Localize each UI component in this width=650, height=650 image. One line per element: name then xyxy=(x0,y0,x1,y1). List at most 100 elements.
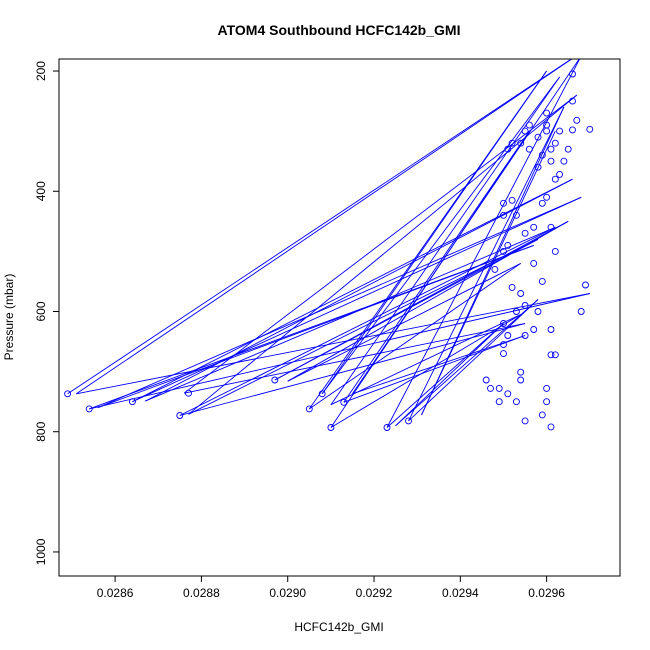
chart-title: ATOM4 Southbound HCFC142b_GMI xyxy=(218,22,461,38)
data-point xyxy=(551,175,559,183)
data-point xyxy=(521,127,529,135)
series-segment xyxy=(76,293,590,395)
series-segment xyxy=(321,76,560,395)
series-segment xyxy=(421,130,556,416)
data-point xyxy=(530,223,538,231)
data-point xyxy=(547,351,555,359)
x-axis-label: HCFC142b_GMI xyxy=(294,620,383,634)
data-point xyxy=(517,376,525,384)
y-tick-label: 200 xyxy=(34,61,48,81)
data-point xyxy=(534,163,542,171)
data-point xyxy=(500,199,507,207)
x-tick-label: 0.0290 xyxy=(269,586,306,600)
x-tick-label: 0.0292 xyxy=(356,586,393,600)
series-segment xyxy=(343,130,530,403)
data-point xyxy=(508,139,516,147)
series-segment xyxy=(352,335,526,395)
series-segment xyxy=(97,244,534,409)
data-point xyxy=(534,133,542,141)
x-tick-label: 0.0296 xyxy=(528,586,565,600)
data-point xyxy=(504,145,512,153)
series-segment xyxy=(386,59,581,428)
series-segment xyxy=(287,220,569,382)
series-segment xyxy=(145,178,573,402)
data-point xyxy=(521,229,529,237)
series-segment xyxy=(330,76,560,405)
series-segment xyxy=(183,94,578,394)
data-point xyxy=(508,196,516,204)
data-point xyxy=(504,241,512,249)
series-segment xyxy=(188,94,578,415)
data-point xyxy=(508,283,516,291)
series-segment xyxy=(408,106,565,422)
data-point xyxy=(271,376,279,384)
series-segment xyxy=(145,226,556,402)
data-point xyxy=(547,326,555,333)
data-point xyxy=(491,265,499,273)
data-point xyxy=(543,384,551,392)
data-point xyxy=(512,211,520,219)
data-point xyxy=(504,390,512,398)
data-point xyxy=(556,170,564,178)
series-segment xyxy=(395,323,504,427)
data-point xyxy=(551,247,559,255)
y-tick-label: 600 xyxy=(34,301,48,321)
data-point xyxy=(577,308,585,315)
y-tick-label: 800 xyxy=(34,421,48,441)
data-point xyxy=(517,290,525,297)
data-point xyxy=(383,424,391,431)
series-segment xyxy=(330,314,521,406)
data-point xyxy=(340,398,348,406)
series-segment xyxy=(352,59,580,395)
y-axis-label: Pressure (mbar) xyxy=(2,274,16,361)
series-segment xyxy=(408,299,539,422)
data-point xyxy=(512,398,520,406)
series-segment xyxy=(179,226,556,416)
data-point xyxy=(543,193,551,201)
data-point xyxy=(521,332,529,339)
data-point xyxy=(547,423,555,431)
data-point xyxy=(482,376,490,384)
x-tick-label: 0.0288 xyxy=(183,586,220,600)
data-point xyxy=(569,97,576,105)
y-tick-label: 1000 xyxy=(34,538,48,565)
x-tick-label: 0.0294 xyxy=(442,586,479,600)
data-point xyxy=(560,157,568,165)
data-point xyxy=(543,109,551,117)
data-point xyxy=(543,127,551,135)
data-point xyxy=(547,145,555,153)
y-axis: 200 400 600 800 1000 xyxy=(34,61,60,565)
data-point xyxy=(538,411,546,419)
data-point xyxy=(530,259,538,267)
series-segment xyxy=(274,220,569,381)
data-point xyxy=(551,351,559,359)
data-point xyxy=(85,405,93,413)
data-point xyxy=(517,139,525,147)
series-segment xyxy=(76,59,573,395)
series-segment xyxy=(330,314,521,428)
series-segment xyxy=(184,323,526,394)
data-point xyxy=(487,384,494,392)
data-point xyxy=(530,326,538,333)
data-point xyxy=(176,412,184,419)
data-point xyxy=(569,70,576,78)
series-segment xyxy=(132,196,582,403)
data-point xyxy=(525,145,533,153)
data-point xyxy=(569,126,576,134)
data-point xyxy=(500,211,507,219)
x-axis: 0.0286 0.0288 0.0290 0.0292 0.0294 0.0296 xyxy=(97,575,565,600)
data-point xyxy=(327,424,335,431)
data-point xyxy=(495,384,503,392)
data-point xyxy=(521,417,529,425)
data-point xyxy=(500,320,507,327)
series-segment xyxy=(188,238,539,415)
data-point xyxy=(582,281,589,289)
data-point xyxy=(551,139,559,147)
data-point xyxy=(538,199,546,207)
data-point xyxy=(534,308,542,315)
data-point xyxy=(525,121,533,129)
data-point xyxy=(547,223,555,231)
data-point xyxy=(405,417,412,425)
data-point xyxy=(185,389,192,397)
series-segment xyxy=(97,196,582,409)
